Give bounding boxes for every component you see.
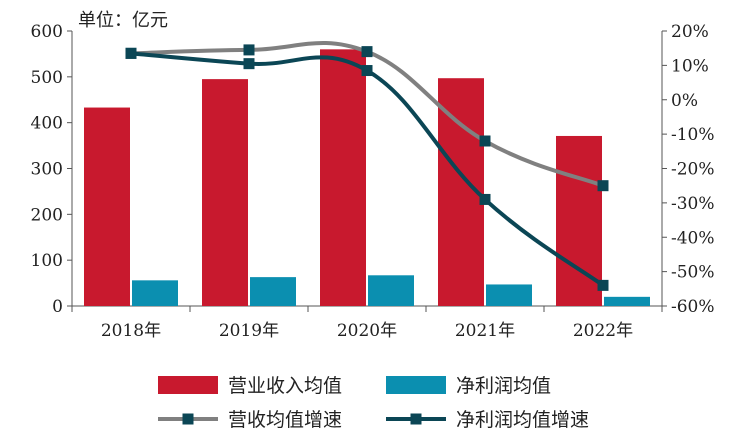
legend-marker [182,413,194,425]
right-tick-label: -20% [671,160,715,180]
bars-layer [84,49,650,307]
right-tick-label: -50% [671,263,715,283]
legend-label: 营收均值增速 [228,409,342,431]
revenue-growth-marker [361,46,373,58]
right-tick-label: -40% [671,228,715,248]
left-tick-label: 200 [31,205,63,225]
x-tick-label: 2019年 [219,321,279,341]
bar-revenue [84,107,130,307]
left-tick-label: 100 [31,251,63,271]
bar-profit [368,275,414,306]
left-tick-label: 400 [31,114,63,134]
x-tick-label: 2020年 [337,321,397,341]
profit-growth-marker [597,279,609,291]
bar-profit [486,284,532,306]
bar-revenue [202,79,248,306]
revenue-growth-line [130,41,604,188]
x-tick-label: 2022年 [573,321,633,341]
right-tick-label: -30% [671,194,715,214]
bar-profit [604,296,650,306]
profit-growth-marker [125,47,137,59]
profit-growth-marker [361,65,373,77]
right-tick-label: 20% [671,22,709,42]
lines-layer [125,41,609,291]
revenue-growth-marker [479,135,491,147]
left-tick-label: 300 [31,160,63,180]
profit-growth-line [130,51,605,287]
legend-label: 净利润均值 [456,375,551,397]
right-tick-label: 10% [671,56,709,76]
legend-swatch [386,376,446,394]
right-tick-label: 0% [671,91,698,111]
left-tick-label: 500 [31,68,63,88]
bar-profit [132,280,178,306]
legend-label: 营业收入均值 [228,375,342,397]
x-tick-label: 2018年 [101,321,161,341]
profit-growth-marker [243,58,255,70]
legend-marker [410,413,422,425]
axes-layer: 0 100 200 300 400 500 600 -60% -50% -40% -30% -20% -… [31,22,715,341]
legend-swatch [158,376,218,394]
left-tick-label: 600 [31,22,63,42]
revenue-growth-marker [243,44,255,56]
profit-growth-marker [479,193,491,205]
legend-label: 净利润均值增速 [456,409,589,431]
x-tick-label: 2021年 [455,321,515,341]
unit-label: 单位：亿元 [78,10,168,31]
bar-revenue [320,49,366,306]
right-tick-label: -60% [671,297,715,317]
left-tick-label: 0 [52,297,63,317]
revenue-growth-marker [597,180,609,192]
right-tick-label: -10% [671,125,715,145]
bar-profit [250,277,296,306]
